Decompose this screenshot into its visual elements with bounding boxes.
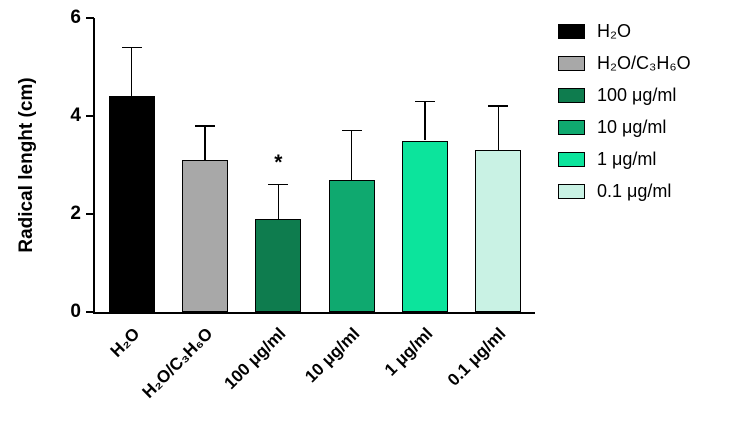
error-bar-line <box>130 47 133 97</box>
error-bar-line <box>277 184 280 219</box>
y-tick-label: 6 <box>70 7 81 28</box>
legend-item: H₂O <box>558 21 691 41</box>
bar <box>108 96 155 312</box>
significance-asterisk: * <box>274 150 283 174</box>
y-tick-label: 2 <box>70 203 81 224</box>
legend-item: 10 μg/ml <box>558 117 691 137</box>
y-tick <box>86 311 94 313</box>
bar <box>255 218 302 312</box>
legend-label: 100 μg/ml <box>597 85 677 105</box>
error-bar-cap <box>341 129 362 132</box>
legend-label: 10 μg/ml <box>597 117 667 137</box>
error-bar-cap <box>268 183 289 186</box>
error-bar-cap <box>415 100 435 103</box>
legend-swatch <box>558 120 585 135</box>
legend-item: H₂O/C₃H₆O <box>558 53 691 73</box>
legend-swatch <box>558 56 585 71</box>
error-bar-cap <box>195 125 215 127</box>
legend-swatch <box>558 24 585 39</box>
y-axis-line <box>93 18 95 314</box>
legend-swatch <box>558 152 585 167</box>
bar <box>182 160 228 312</box>
legend-label: 1 μg/ml <box>597 149 657 169</box>
error-bar-line <box>497 106 500 151</box>
bar <box>475 150 522 312</box>
error-bar-line <box>350 130 353 180</box>
y-tick <box>86 115 94 117</box>
legend-item: 1 μg/ml <box>558 149 691 169</box>
legend-label: H₂O/C₃H₆O <box>597 53 691 73</box>
bar <box>402 140 448 312</box>
y-tick-label: 0 <box>70 301 81 322</box>
legend: H₂O H₂O/C₃H₆O 100 μg/ml 10 μg/ml 1 μg/ml 0.1 … <box>558 21 691 214</box>
legend-item: 0.1 μg/ml <box>558 181 691 201</box>
x-axis-line <box>93 312 535 314</box>
error-bar-cap <box>121 46 142 49</box>
legend-label: H₂O <box>597 21 631 41</box>
y-tick-label: 4 <box>70 105 81 126</box>
legend-label: 0.1 μg/ml <box>597 181 672 201</box>
error-bar-line <box>424 101 426 141</box>
y-tick <box>86 213 94 215</box>
bar <box>328 179 375 312</box>
y-tick <box>86 17 94 19</box>
legend-swatch <box>558 88 585 103</box>
legend-item: 100 μg/ml <box>558 85 691 105</box>
legend-swatch <box>558 184 585 199</box>
error-bar-line <box>204 125 206 161</box>
error-bar-cap <box>488 105 509 107</box>
